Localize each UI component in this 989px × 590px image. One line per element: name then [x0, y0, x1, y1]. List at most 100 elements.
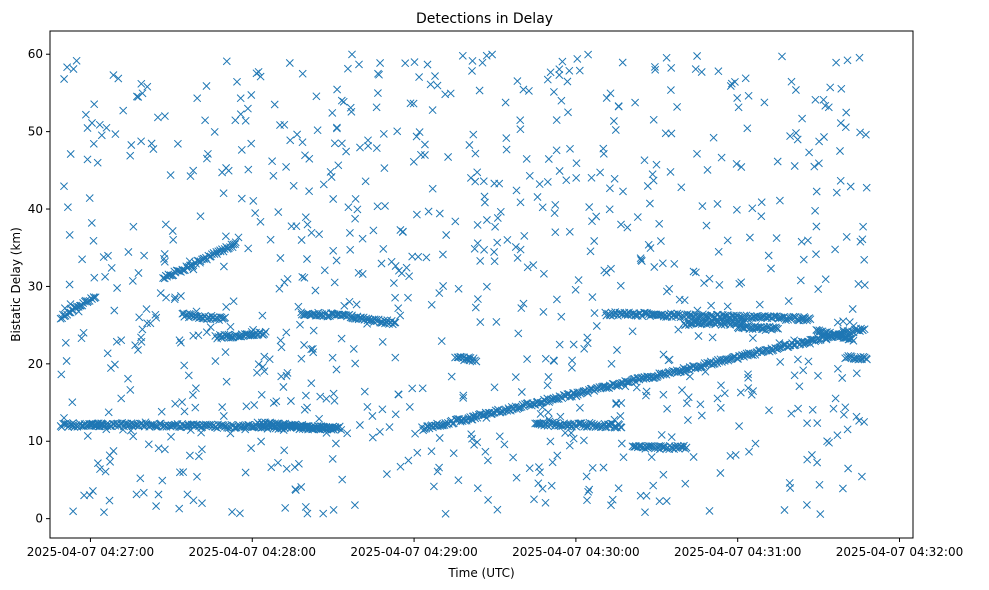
- detection-point: [216, 247, 225, 256]
- detection-point: [836, 119, 845, 128]
- detection-point: [468, 415, 477, 424]
- detection-point: [546, 437, 555, 446]
- detection-point: [300, 341, 309, 349]
- detection-point: [454, 284, 463, 293]
- detection-point: [588, 463, 597, 472]
- detection-point: [790, 336, 799, 345]
- detection-point: [169, 235, 178, 244]
- detection-point: [614, 102, 623, 111]
- detection-point: [211, 331, 220, 340]
- detection-point: [529, 261, 538, 270]
- detection-point: [641, 508, 649, 517]
- detection-point: [552, 295, 561, 304]
- detection-point: [426, 80, 435, 89]
- detection-point: [137, 333, 145, 342]
- detection-point: [415, 128, 424, 137]
- detection-point: [468, 56, 477, 65]
- detection-point: [81, 110, 90, 119]
- detection-point: [102, 425, 111, 434]
- detection-point: [183, 490, 192, 499]
- detection-point: [573, 54, 582, 63]
- detection-point: [732, 205, 741, 214]
- detection-point: [237, 332, 246, 341]
- detection-point: [379, 129, 388, 138]
- detection-point: [523, 263, 532, 272]
- detection-point: [303, 403, 312, 412]
- detection-point: [490, 248, 499, 256]
- detection-point: [435, 434, 444, 442]
- detection-point: [713, 199, 722, 208]
- detection-point: [685, 372, 694, 381]
- detection-point: [101, 467, 110, 476]
- detection-point: [428, 106, 437, 115]
- detection-point: [412, 210, 421, 219]
- detection-point: [520, 231, 529, 240]
- detection-point: [351, 359, 360, 368]
- detection-point: [134, 269, 143, 277]
- detection-point: [218, 403, 227, 412]
- detection-point: [249, 196, 258, 205]
- detection-point: [815, 480, 824, 489]
- detection-point: [512, 473, 521, 482]
- detection-point: [286, 397, 295, 405]
- detection-point: [757, 212, 766, 221]
- detection-point: [552, 146, 561, 155]
- detection-point: [490, 383, 499, 392]
- detection-point: [100, 508, 108, 517]
- detection-point: [210, 127, 219, 136]
- detection-point: [296, 320, 304, 329]
- detection-point: [274, 208, 283, 217]
- detection-point: [478, 58, 487, 67]
- detection-point: [636, 254, 645, 263]
- detection-point: [854, 279, 863, 288]
- detection-point: [588, 293, 597, 302]
- detection-point: [56, 314, 65, 323]
- detection-point: [396, 311, 405, 320]
- detection-point: [332, 256, 341, 265]
- detection-point: [705, 506, 714, 515]
- detection-point: [565, 66, 574, 75]
- detection-point: [330, 278, 339, 287]
- detection-point: [358, 234, 367, 243]
- detection-point: [294, 459, 303, 468]
- detection-point: [843, 56, 852, 65]
- detection-point: [179, 468, 188, 477]
- detection-point: [551, 200, 560, 209]
- detection-point: [488, 50, 497, 59]
- detection-point: [490, 257, 499, 266]
- detection-point: [534, 479, 543, 488]
- detection-point: [271, 419, 280, 428]
- detection-point: [126, 426, 135, 435]
- detection-point: [662, 287, 671, 296]
- detection-point: [202, 328, 211, 337]
- detection-point: [473, 239, 482, 248]
- detection-point: [693, 149, 701, 158]
- detection-point: [269, 171, 278, 180]
- detection-point: [78, 255, 87, 264]
- detection-point: [525, 464, 534, 473]
- detection-point: [571, 285, 580, 294]
- detection-point: [247, 139, 256, 148]
- detection-point: [547, 395, 556, 404]
- detection-point: [775, 339, 784, 348]
- detection-point: [97, 131, 106, 140]
- detection-point: [663, 404, 672, 413]
- detection-point: [382, 470, 391, 479]
- detection-point: [857, 472, 866, 481]
- detection-point: [558, 57, 567, 66]
- detection-point: [549, 87, 558, 96]
- detection-point: [751, 439, 760, 448]
- detection-point: [285, 59, 294, 67]
- detection-point: [513, 253, 522, 262]
- detection-point: [553, 451, 562, 460]
- detection-point: [261, 327, 270, 336]
- detection-point: [332, 123, 341, 132]
- detection-point: [269, 398, 278, 407]
- detection-point: [396, 462, 405, 471]
- detection-point: [219, 247, 228, 256]
- detection-point: [744, 373, 753, 382]
- detection-point: [241, 468, 250, 477]
- detection-point: [555, 71, 564, 79]
- detection-point: [234, 233, 243, 242]
- detection-point: [562, 176, 571, 185]
